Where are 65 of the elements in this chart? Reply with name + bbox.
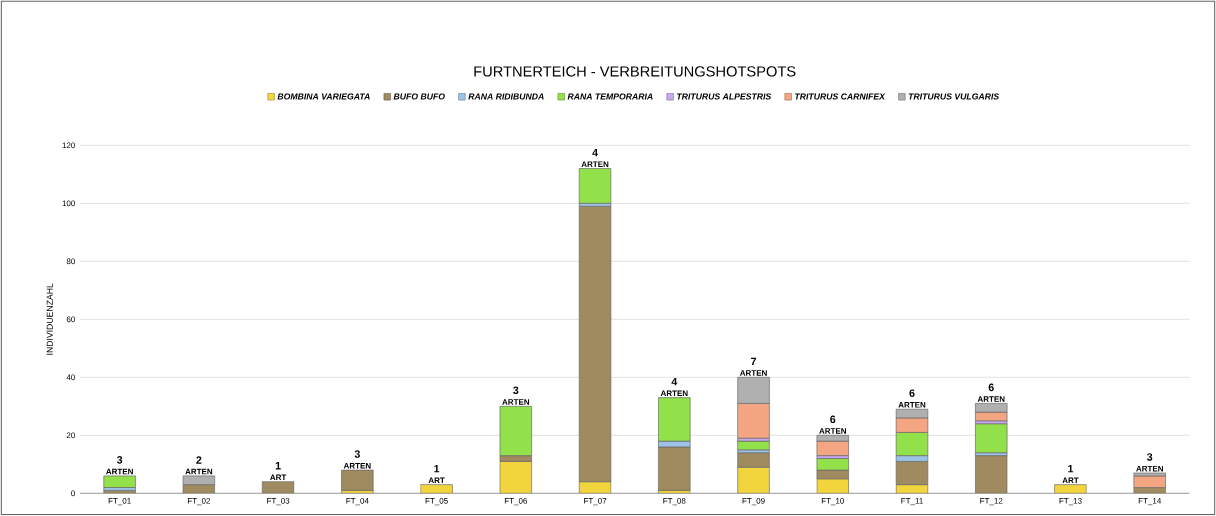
annotation: 4 <box>671 378 678 386</box>
legend-label: TRITURUS CARNIFEX <box>795 93 886 100</box>
annotation: 4 <box>592 148 598 157</box>
annotation: ARTEN <box>106 468 133 475</box>
x-tick-label: FT_13 <box>1059 498 1082 506</box>
annotation: ARTEN <box>1136 465 1163 472</box>
bar <box>341 469 374 491</box>
annotation: 2 <box>196 456 202 464</box>
x-tick-label: FT_10 <box>821 498 845 506</box>
annotation: ARTEN <box>343 463 371 469</box>
y-tick-label: 100 <box>62 200 75 207</box>
annotation: ARTEN <box>977 396 1005 402</box>
annotation: ART <box>428 477 445 484</box>
annotation: 3 <box>513 386 519 395</box>
x-tick-label: FT_11 <box>901 498 923 506</box>
x-tick-label: FT_08 <box>663 498 686 506</box>
x-tick-label: FT_12 <box>980 498 1003 506</box>
annotation: 1 <box>434 465 440 473</box>
legend-label: RANA RIDIBUNDA <box>468 93 544 100</box>
x-tick-label: FT_07 <box>584 498 607 506</box>
x-tick-label: FT_04 <box>346 498 369 506</box>
y-tick-label: 0 <box>71 490 75 497</box>
x-tick-label: FT_05 <box>425 498 448 506</box>
bar <box>578 168 612 204</box>
annotation: ARTEN <box>502 399 530 405</box>
legend-label: TRITURUS ALPESTRIS <box>676 93 772 100</box>
bar <box>103 475 136 488</box>
x-tick-label: FT_14 <box>1138 498 1162 506</box>
annotation: 6 <box>909 389 915 397</box>
x-tick-label: FT_06 <box>504 498 528 506</box>
legend-label: TRITURUS VULGARIS <box>908 93 1000 100</box>
bar <box>261 481 295 494</box>
x-tick-label: FT_03 <box>267 498 290 506</box>
y-tick-label: 60 <box>66 316 75 323</box>
legend-label: BOMBINA VARIEGATA <box>277 93 370 100</box>
y-tick-label: 20 <box>66 432 75 439</box>
annotation: 1 <box>275 462 281 470</box>
y-axis-title: INDIVIDUENZAHL <box>46 283 53 355</box>
annotation: ARTEN <box>739 370 767 376</box>
legend-label: BUFO BUFO <box>393 93 445 100</box>
annotation: 3 <box>116 456 123 464</box>
annotation: 3 <box>354 450 360 458</box>
annotation: 3 <box>1147 453 1153 461</box>
y-tick-label: 120 <box>62 142 75 149</box>
annotation: 6 <box>830 415 836 424</box>
annotation: ARTEN <box>898 402 926 408</box>
annotation: ARTEN <box>819 428 847 434</box>
bar <box>975 423 1008 454</box>
x-tick-label: FT_01 <box>108 498 131 506</box>
annotation: ARTEN <box>185 468 213 475</box>
annotation: ART <box>1062 477 1079 484</box>
annotation: 6 <box>988 383 994 392</box>
chart-title: FURTNERTEICH - VERBREITUNGSHOTSPOTS <box>474 66 796 77</box>
y-tick-label: 80 <box>66 258 75 265</box>
annotation: 7 <box>751 357 757 366</box>
x-tick-label: FT_09 <box>742 498 765 506</box>
annotation: ARTEN <box>581 161 609 167</box>
annotation: 1 <box>1068 465 1074 473</box>
annotation: ARTEN <box>660 390 688 397</box>
bar <box>658 446 691 491</box>
x-tick-label: FT_02 <box>187 498 211 506</box>
bar <box>975 455 1008 494</box>
annotation: ART <box>270 474 287 481</box>
legend-label: RANA TEMPORARIA <box>567 93 653 100</box>
y-tick-label: 40 <box>66 374 75 381</box>
